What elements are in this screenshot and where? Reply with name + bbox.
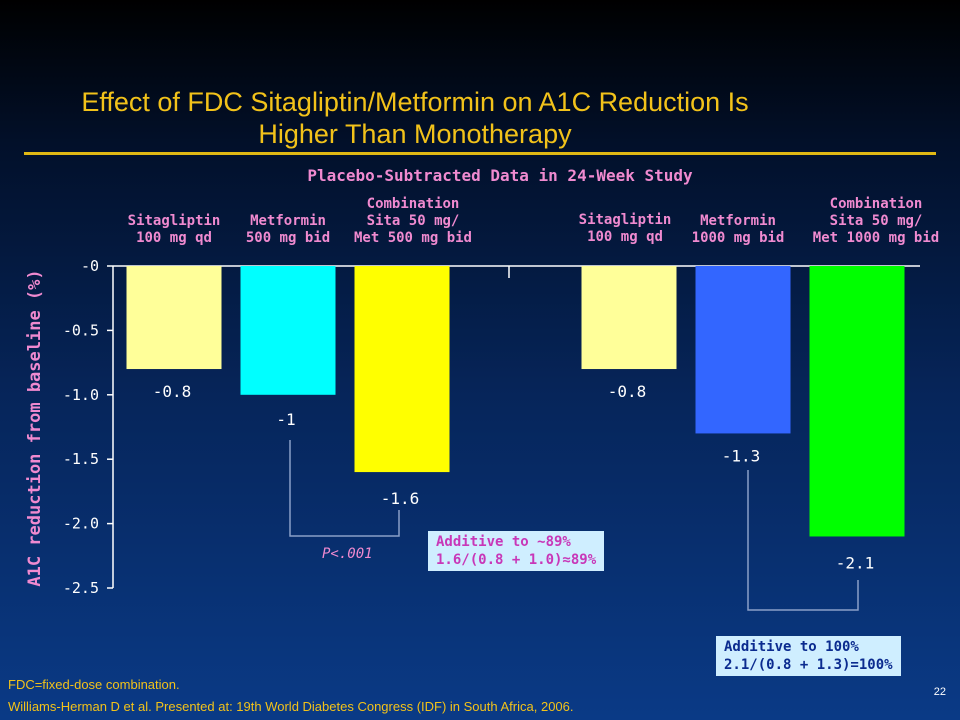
category-label-line: Sitagliptin [127,213,221,229]
category-label-line: 1000 mg bid [691,230,785,246]
bar-value-label: -2.1 [836,553,875,572]
y-tick-label: -2.0 [63,515,99,533]
title-line-2: Higher Than Monotherapy [258,119,572,149]
title-line-1: Effect of FDC Sitagliptin/Metformin on A… [81,87,749,117]
chart-subtitle: Placebo-Subtracted Data in 24-Week Study [307,166,693,185]
bar [126,266,222,370]
footnote-citation: Williams-Herman D et al. Presented at: 1… [8,699,574,714]
category-label-2: Metformin 500 mg bid [213,213,363,247]
category-label-6: Combination Sita 50 mg/ Met 1000 mg bid [801,196,951,247]
category-label-line: 100 mg qd [587,229,663,245]
additive-note-2-line2: 2.1/(0.8 + 1.3)=100% [724,657,893,673]
category-label-line: Met 500 mg bid [353,230,472,246]
category-label-line: 100 mg qd [136,230,212,246]
bar-value-label: -0.8 [153,382,192,401]
additive-note-2: Additive to 100% 2.1/(0.8 + 1.3)=100% [716,636,901,676]
category-label-4: Sitagliptin 100 mg qd [550,212,700,246]
bar [581,266,677,370]
bar-layer [126,266,905,537]
bar-value-label: -1.3 [722,446,761,465]
bar [695,266,791,434]
category-label-line: Combination [829,196,923,212]
category-label-line: Sitagliptin [578,212,672,228]
additive-note-1-line2: 1.6/(0.8 + 1.0)≈89% [436,552,597,568]
bar-value-label: -1.6 [381,489,420,508]
y-axis-label: A1C reduction from baseline (%) [25,269,45,586]
bar-value-label: -0.8 [608,382,647,401]
bar [809,266,905,537]
category-label-line: Metformin [250,213,326,229]
y-tick-label: -2.5 [63,579,99,597]
y-tick-label: -0 [81,257,99,275]
slide-title: Effect of FDC Sitagliptin/Metformin on A… [0,86,830,150]
bar-value-label: -1 [276,410,295,429]
category-label-line: Sita 50 mg/ [829,213,923,229]
additive-note-1-line1: Additive to ∼89% [436,534,571,550]
significance-bracket-2 [747,470,859,611]
category-label-line: Combination [366,196,460,212]
y-tick-label: -0.5 [63,321,99,339]
category-label-3: Combination Sita 50 mg/ Met 500 mg bid [338,196,488,247]
bar [354,266,450,473]
category-label-1: Sitagliptin 100 mg qd [99,213,249,247]
y-tick-label: -1.5 [63,450,99,468]
bar [240,266,336,395]
y-tick-label: -1.0 [63,386,99,404]
additive-note-1: Additive to ∼89% 1.6/(0.8 + 1.0)≈89% [428,531,605,571]
page-number: 22 [933,686,946,698]
value-label-layer: -0.8 -1 -1.6 -0.8 -1.3 -2.1 [153,382,875,572]
additive-note-2-line1: Additive to 100% [724,639,859,655]
title-underline [24,152,936,155]
p-value-label: P<.001 [322,546,373,562]
footnote-abbreviation: FDC=fixed-dose combination. [8,677,180,692]
category-label-5: Metformin 1000 mg bid [663,213,813,247]
significance-bracket-layer [289,440,859,611]
category-label-line: Met 1000 mg bid [812,230,940,246]
category-label-line: 500 mg bid [245,230,331,246]
significance-bracket [289,440,400,537]
category-label-line: Sita 50 mg/ [366,213,460,229]
category-label-line: Metformin [700,213,776,229]
